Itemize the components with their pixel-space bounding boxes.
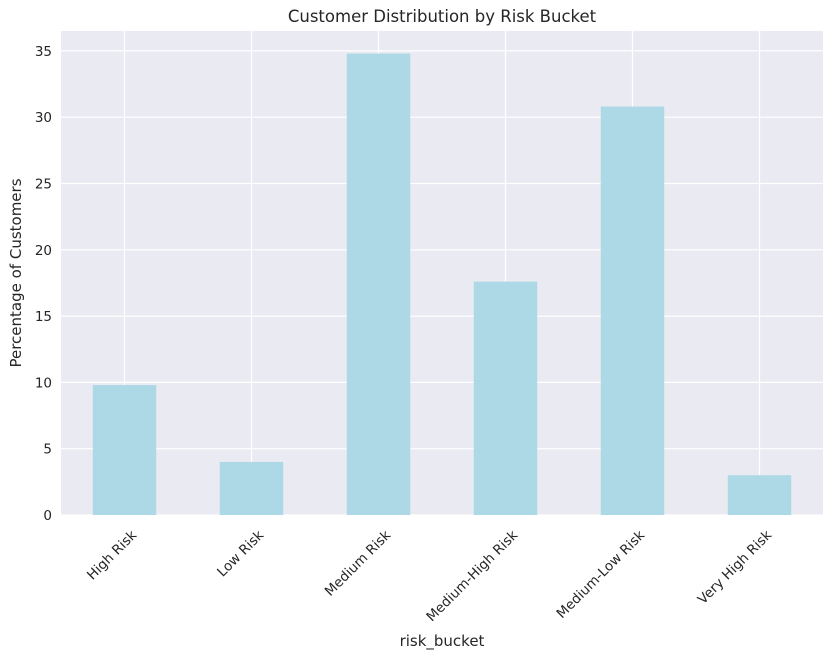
bar-medium-low-risk (600, 106, 665, 516)
x-axis-label: risk_bucket (400, 632, 485, 651)
bar-medium-high-risk (473, 281, 538, 515)
x-axis-ticks: High Risk Low Risk Medium Risk Medium-High … (84, 527, 775, 625)
bar-medium-risk (346, 53, 411, 515)
y-tick-label: 10 (35, 375, 52, 391)
plot-area (61, 31, 823, 515)
bars (92, 53, 792, 516)
bar-low-risk (219, 461, 284, 515)
y-axis-label: Percentage of Customers (7, 178, 25, 367)
y-axis-ticks: 0 5 10 15 20 25 30 35 (35, 44, 52, 524)
x-tick-label: Medium-Low Risk (554, 527, 649, 622)
x-tick-label: Very High Risk (695, 527, 775, 607)
y-tick-label: 30 (35, 110, 52, 126)
y-tick-label: 25 (35, 176, 52, 192)
y-tick-label: 20 (35, 243, 52, 259)
y-tick-label: 5 (43, 442, 52, 458)
y-tick-label: 0 (43, 508, 52, 524)
x-tick-label: Low Risk (214, 527, 267, 580)
bar-high-risk (92, 385, 157, 515)
y-tick-label: 35 (35, 44, 52, 60)
x-tick-label: High Risk (84, 527, 140, 583)
x-tick-label: Medium-High Risk (423, 527, 521, 625)
chart-title: Customer Distribution by Risk Bucket (288, 7, 597, 26)
y-tick-label: 15 (35, 309, 52, 325)
x-tick-label: Medium Risk (322, 527, 394, 599)
bar-very-high-risk (727, 475, 792, 515)
